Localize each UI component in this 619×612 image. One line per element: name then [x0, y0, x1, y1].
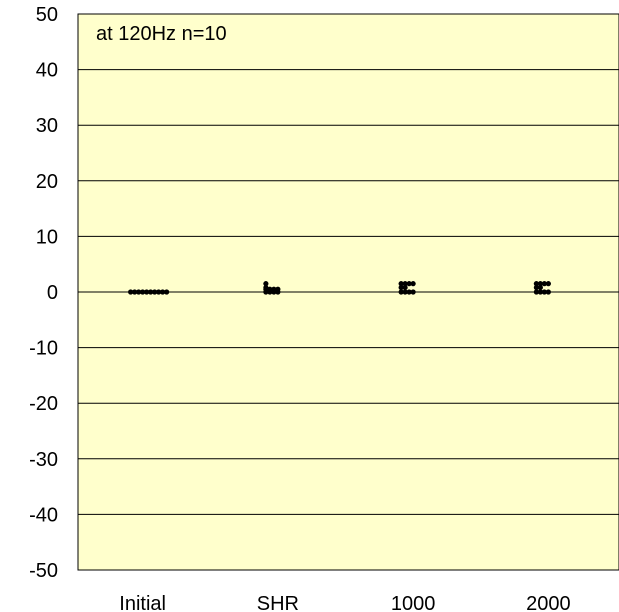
data-points [128, 281, 551, 295]
data-point [164, 289, 170, 295]
data-point [398, 281, 404, 287]
data-point [541, 289, 547, 295]
data-point [537, 281, 543, 287]
x-tick-label: 2000 [526, 593, 571, 612]
data-point [271, 289, 277, 295]
data-point [148, 289, 154, 295]
data-point [263, 281, 269, 287]
x-tick-label: Initial [119, 593, 166, 612]
data-point [152, 289, 158, 295]
data-point [537, 289, 543, 295]
data-point [541, 281, 547, 287]
annotation-text: at 120Hz n=10 [96, 23, 227, 45]
data-point [402, 281, 408, 287]
data-point [406, 289, 412, 295]
data-point [136, 289, 142, 295]
data-point [398, 289, 404, 295]
x-tick-label: SHR [257, 593, 299, 612]
data-point [156, 289, 162, 295]
data-point [275, 286, 281, 292]
data-point [533, 281, 539, 287]
data-point [140, 289, 146, 295]
data-point [267, 289, 273, 295]
data-point [263, 289, 269, 295]
data-point [398, 284, 404, 291]
data-point [406, 281, 412, 287]
x-tick-label: 1000 [391, 593, 436, 612]
y-tick-label: 50 [36, 4, 58, 26]
data-point [402, 289, 408, 295]
data-point [132, 289, 138, 295]
data-point [533, 284, 539, 291]
y-tick-label: -30 [29, 449, 58, 471]
data-point [410, 289, 416, 295]
data-point [533, 289, 539, 295]
y-tick-label: 10 [36, 226, 58, 248]
y-tick-label: 20 [36, 171, 58, 193]
x-axis-ticks: Initial SHR 1000 2000 [119, 593, 570, 612]
data-point [545, 289, 551, 295]
y-tick-label: -50 [29, 560, 58, 582]
data-point [128, 289, 134, 295]
grid-lines [78, 69, 619, 515]
data-point [144, 289, 150, 295]
data-point [402, 284, 408, 291]
data-point [160, 289, 166, 295]
data-point [545, 281, 551, 287]
y-tick-label: 30 [36, 115, 58, 137]
y-tick-label: -20 [29, 393, 58, 415]
y-tick-label: -40 [29, 504, 58, 526]
y-axis-ticks: 50 40 30 20 10 0 -10 -20 -30 -40 -50 [29, 4, 58, 582]
y-tick-label: 0 [47, 282, 58, 304]
data-point [537, 284, 543, 291]
y-tick-label: 40 [36, 60, 58, 82]
data-point [410, 281, 416, 287]
y-tick-label: -10 [29, 338, 58, 360]
